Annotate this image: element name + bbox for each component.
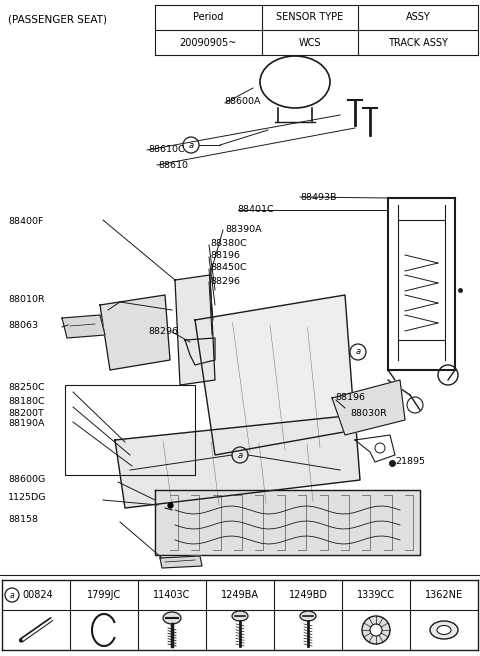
Text: SENSOR TYPE: SENSOR TYPE xyxy=(276,12,344,22)
Text: 88380C: 88380C xyxy=(210,239,247,249)
Polygon shape xyxy=(175,275,215,385)
Text: 88610C: 88610C xyxy=(148,146,185,155)
Polygon shape xyxy=(62,315,105,338)
Text: a: a xyxy=(238,451,242,459)
Polygon shape xyxy=(100,295,170,370)
Polygon shape xyxy=(115,415,360,508)
Text: Period: Period xyxy=(193,12,224,22)
Polygon shape xyxy=(195,295,355,455)
Text: 88390A: 88390A xyxy=(225,226,262,234)
Text: a: a xyxy=(189,140,193,150)
Text: 88600G: 88600G xyxy=(8,476,45,485)
Text: 88196: 88196 xyxy=(335,394,365,403)
Text: 88180C: 88180C xyxy=(8,398,45,407)
Polygon shape xyxy=(160,556,202,568)
Text: 20090905~: 20090905~ xyxy=(180,37,237,47)
Text: 88400F: 88400F xyxy=(8,218,43,226)
Text: 11403C: 11403C xyxy=(153,590,191,600)
Text: 00824: 00824 xyxy=(22,590,53,600)
Circle shape xyxy=(370,624,382,636)
Circle shape xyxy=(362,616,390,644)
Text: (PASSENGER SEAT): (PASSENGER SEAT) xyxy=(8,14,107,24)
Ellipse shape xyxy=(437,626,451,634)
Ellipse shape xyxy=(300,611,316,621)
Text: ASSY: ASSY xyxy=(406,12,431,22)
Text: 88190A: 88190A xyxy=(8,419,45,428)
Text: 88200T: 88200T xyxy=(8,409,44,417)
Text: 88401C: 88401C xyxy=(237,205,274,215)
Text: 1339CC: 1339CC xyxy=(357,590,395,600)
Text: 88030R: 88030R xyxy=(350,409,387,417)
Text: a: a xyxy=(10,590,14,600)
Text: 88296: 88296 xyxy=(210,276,240,285)
Text: 88010R: 88010R xyxy=(8,295,45,304)
Text: 88158: 88158 xyxy=(8,516,38,525)
Ellipse shape xyxy=(430,621,458,639)
Ellipse shape xyxy=(232,611,248,621)
Text: 88196: 88196 xyxy=(210,251,240,260)
Polygon shape xyxy=(332,380,405,435)
Text: 1799JC: 1799JC xyxy=(87,590,121,600)
Text: a: a xyxy=(355,348,360,356)
Text: 88493B: 88493B xyxy=(300,192,336,201)
Text: 1249BA: 1249BA xyxy=(221,590,259,600)
Polygon shape xyxy=(155,490,420,555)
Text: 1125DG: 1125DG xyxy=(8,493,47,502)
Text: 88600A: 88600A xyxy=(224,96,261,106)
Bar xyxy=(65,385,195,475)
Text: 88610: 88610 xyxy=(158,161,188,169)
Text: 88450C: 88450C xyxy=(210,264,247,272)
Text: 88063: 88063 xyxy=(8,321,38,331)
Text: 21895: 21895 xyxy=(395,457,425,466)
Text: TRACK ASSY: TRACK ASSY xyxy=(388,37,448,47)
Text: 88250C: 88250C xyxy=(8,384,45,392)
Text: 1249BD: 1249BD xyxy=(288,590,327,600)
Text: WCS: WCS xyxy=(299,37,321,47)
Ellipse shape xyxy=(163,612,181,624)
Text: 88296: 88296 xyxy=(148,327,178,337)
Text: 1362NE: 1362NE xyxy=(425,590,463,600)
